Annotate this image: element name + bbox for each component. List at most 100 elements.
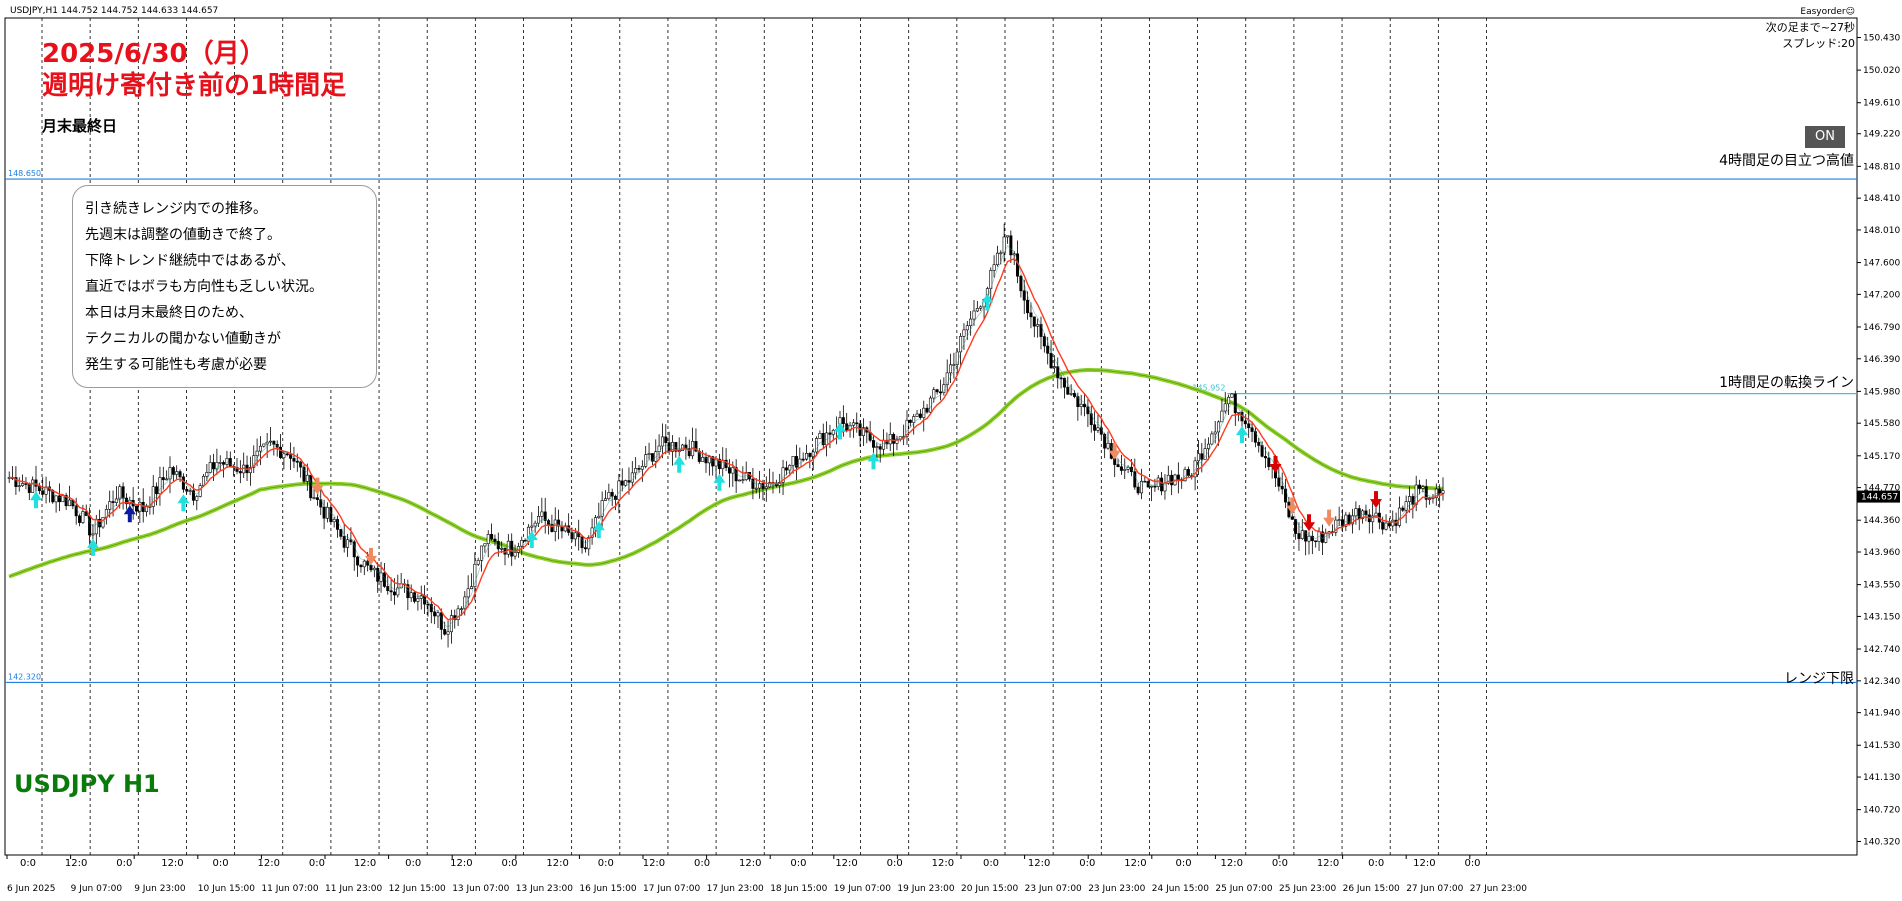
candle-body [1049,352,1053,369]
candle-body [788,465,792,471]
candle-body [804,453,808,460]
candle-body [302,466,306,482]
candle-body [1153,485,1157,488]
candle-body [1150,485,1154,488]
candle-body [1176,474,1180,480]
candle-body [694,441,698,452]
candle-body [892,434,896,444]
candle-body [1029,312,1033,318]
candle-body [1347,514,1351,525]
candle-body [1401,507,1405,511]
candle-body [600,500,604,517]
candle-body [530,525,534,528]
candle-body [871,440,875,448]
candle-body [707,456,711,464]
buy-arrow [30,491,42,509]
chart-frame [4,17,1858,856]
candle-body [436,612,440,617]
buy-arrow [867,452,880,470]
candle-body [965,325,969,331]
candle-body [764,486,768,489]
x-tick-label-bottom: 10 Jun 15:00 [198,884,255,894]
sell-arrow [1370,491,1382,509]
candle-body [31,479,35,493]
price-tag-box [1857,490,1900,503]
candle-body [1314,540,1318,543]
on-button[interactable]: ON [1805,126,1845,148]
candle-body [1344,514,1348,527]
candle-body [1263,456,1267,459]
candle-body [429,604,433,613]
x-tick-label-top: 12:0 [258,858,280,869]
x-tick-label-bottom: 24 Jun 15:00 [1152,884,1209,894]
candle-body [349,539,353,543]
candle-body [1119,466,1123,471]
candle-body [138,502,142,512]
candle-body [526,526,530,542]
x-tick-label-top: 12:0 [161,858,183,869]
candle-body [329,507,333,523]
y-tick-label: 145.980 [1863,387,1900,397]
candle-body [305,474,309,482]
y-tick-label: 141.130 [1863,773,1900,783]
candle-body [855,422,859,425]
candle-body [212,462,216,470]
candle-body [791,456,795,466]
candle-body [222,462,226,465]
sell-arrow [365,547,377,565]
x-tick-label-top: 0:0 [1464,858,1480,869]
candle-body [1257,441,1261,446]
candle-body [51,490,55,503]
sell-arrow [1303,514,1315,532]
x-tick-label-top: 12:0 [1317,858,1339,869]
candle-body [995,252,999,266]
candle-body [466,588,470,598]
candle-body [121,486,125,499]
x-tick-label-bottom: 27 Jun 23:00 [1470,884,1527,894]
candle-body [784,467,788,471]
symbol-watermark: USDJPY H1 [14,770,160,798]
candle-body [268,440,272,443]
candle-body [1116,464,1120,468]
candle-body [905,419,909,437]
sell-arrow [1269,455,1282,473]
candle-body [1277,477,1281,487]
y-tick-label: 146.390 [1863,355,1900,365]
candle-body [493,538,497,542]
buy-arrow [713,473,726,491]
candle-body [21,483,25,487]
hline-label-pivot: 1時間足の転換ライン [1719,375,1854,391]
comment-box: 引き続きレンジ内での推移。 先週末は調整の値動きで終了。 下降トレンド継続中では… [72,185,377,388]
candle-body [1354,508,1358,517]
x-tick-label-top: 0:0 [983,858,999,869]
candle-body [1337,519,1341,521]
candle-body [54,495,58,503]
candle-body [279,446,283,459]
candle-body [1019,275,1023,292]
candle-body [949,364,953,374]
x-tick-label-bottom: 25 Jun 07:00 [1215,884,1272,894]
candle-body [1093,424,1097,431]
y-tick-label: 142.340 [1863,677,1900,687]
candle-body [359,564,363,568]
y-tick-label: 145.170 [1863,452,1900,462]
candle-body [151,486,155,507]
candle-body [1320,531,1324,543]
candle-body [1042,336,1046,347]
candle-body [1160,477,1164,492]
candle-body [1230,393,1234,398]
candle-body [1324,532,1328,543]
candle-body [188,490,192,492]
candle-body [1133,471,1137,488]
candle-body [687,448,691,457]
candle-body [446,631,450,635]
candle-body [158,477,162,495]
candle-body [1193,460,1197,478]
candle-body [815,438,819,453]
candle-body [238,471,242,474]
candle-body [108,501,112,510]
candle-body [1163,482,1167,492]
candle-body [637,468,641,470]
buy-arrow [86,538,99,556]
candle-body [737,479,741,482]
